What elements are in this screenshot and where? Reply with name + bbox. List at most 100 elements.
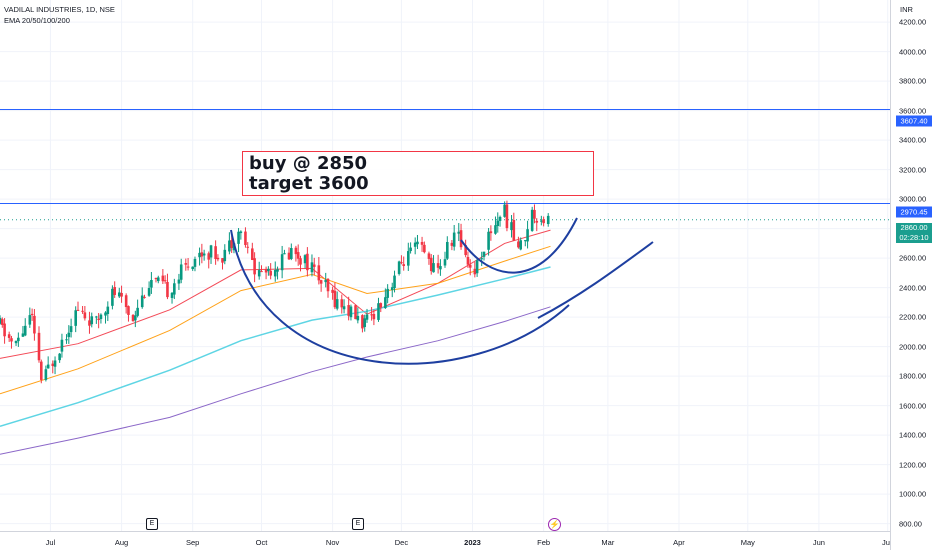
candle-body	[347, 305, 350, 316]
candle-body	[546, 215, 550, 225]
candle-body	[237, 231, 240, 244]
candle-body	[239, 231, 243, 234]
candle-body	[356, 315, 360, 321]
candle-body	[60, 339, 64, 352]
candle-body	[319, 280, 323, 284]
candle-body	[342, 306, 346, 310]
candle-body	[104, 312, 107, 316]
candle-body	[51, 363, 55, 367]
candle-body	[244, 231, 247, 246]
candle-body	[406, 251, 410, 266]
candle-body	[480, 258, 484, 260]
candle-body	[23, 325, 27, 336]
trade-note-box[interactable]: buy @ 2850 target 3600	[242, 151, 594, 196]
candle-body	[503, 204, 506, 217]
candle-body	[498, 216, 502, 221]
indicator-label[interactable]: EMA 20/50/100/200	[4, 16, 70, 25]
candle-body	[276, 269, 279, 272]
price-tick-label: 4000.00	[899, 47, 927, 57]
lightning-icon[interactable]: ⚡	[548, 518, 561, 531]
candle-body	[39, 361, 43, 380]
candle-body	[14, 340, 18, 344]
candle-body	[413, 242, 417, 247]
price-tick-label: 3600.00	[899, 106, 927, 116]
candle-body	[409, 247, 412, 252]
candle-body	[377, 303, 380, 320]
candle-body	[523, 240, 527, 242]
earnings-event-marker[interactable]: E	[352, 518, 364, 530]
candle-body	[432, 263, 435, 273]
candle-body	[131, 315, 135, 322]
time-tick-label: Jun	[812, 538, 825, 547]
candle-body	[436, 263, 440, 268]
candle-body	[0, 317, 2, 324]
candle-body	[191, 266, 194, 270]
price-tick-label: 1600.00	[899, 401, 927, 411]
candle-body	[140, 295, 144, 308]
candle-body	[106, 306, 110, 314]
candle-body	[269, 270, 272, 276]
candle-body	[540, 220, 543, 222]
candle-body	[33, 315, 36, 334]
candle-body	[542, 219, 545, 224]
candle-body	[423, 244, 426, 253]
countdown-value: 02:28:10	[899, 232, 929, 242]
candle-body	[111, 288, 114, 306]
candle-body	[221, 258, 224, 263]
time-tick-label: Sep	[185, 538, 200, 547]
cup-curve[interactable]	[230, 229, 570, 365]
candle-body	[230, 240, 233, 249]
candle-body	[386, 288, 389, 298]
ema-line-ema200	[0, 306, 551, 455]
candle-body	[3, 323, 6, 337]
last-price-tag: 2860.00 02:28:10	[896, 223, 932, 243]
candle-body	[489, 231, 493, 234]
candle-body	[512, 220, 516, 241]
price-tick-label: 1200.00	[899, 460, 927, 470]
candle-body	[90, 316, 94, 325]
handle-curve[interactable]	[460, 217, 578, 274]
candle-body	[147, 288, 151, 296]
candle-body	[173, 283, 176, 295]
time-tick-label: May	[740, 538, 755, 547]
candle-body	[464, 245, 467, 256]
candle-body	[154, 277, 158, 280]
price-tick-label: 1400.00	[899, 430, 927, 440]
earnings-event-marker[interactable]: E	[146, 518, 158, 530]
horizontal-lines[interactable]	[0, 109, 890, 221]
trend-curve[interactable]	[537, 241, 654, 319]
candle-body	[457, 231, 461, 234]
candle-body	[163, 280, 167, 282]
candle-body	[535, 220, 539, 223]
candle-body	[117, 292, 121, 297]
candle-body	[505, 204, 509, 229]
candle-body	[303, 255, 307, 264]
drawings[interactable]	[230, 217, 654, 365]
candle-body	[299, 258, 302, 265]
candle-body	[473, 268, 477, 275]
candle-body	[246, 246, 250, 248]
candle-body	[28, 315, 32, 325]
candle-body	[452, 232, 456, 247]
time-tick-label: Oct	[255, 538, 268, 547]
candle-body	[184, 263, 188, 265]
chart-title: VADILAL INDUSTRIES, 1D, NSE	[4, 5, 115, 14]
currency-label[interactable]: INR	[900, 5, 913, 14]
candle-body	[97, 318, 100, 321]
candle-body	[74, 310, 77, 326]
candle-body	[349, 306, 353, 318]
candle-body	[526, 229, 529, 242]
candle-body	[296, 252, 300, 259]
time-tick-label: Feb	[537, 538, 551, 547]
candle-body	[134, 315, 137, 321]
candle-body	[312, 264, 316, 267]
candle-body	[416, 241, 419, 245]
candle-body	[287, 252, 291, 260]
last-price-value: 2860.00	[900, 223, 928, 232]
candle-body	[200, 252, 204, 257]
candle-body	[209, 245, 213, 258]
candle-body	[0, 319, 4, 325]
price-tick-label: 2000.00	[899, 342, 927, 352]
target-line-tag: 3607.40	[896, 115, 932, 127]
